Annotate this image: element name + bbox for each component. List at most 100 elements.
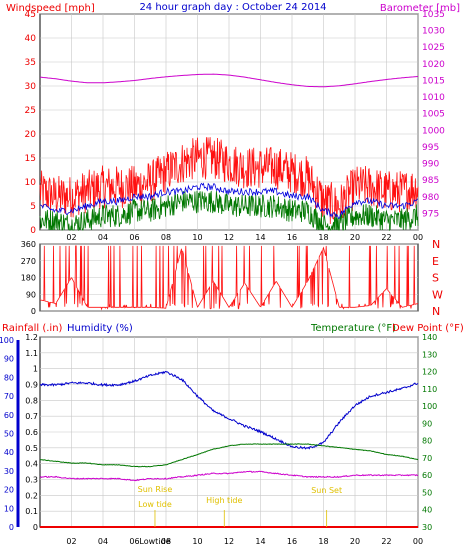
temp-y-tick-label: 110: [422, 385, 437, 394]
direction-compass-label: N: [432, 238, 440, 251]
wind-min-line: [39, 190, 419, 232]
climate-x-tick-label: 02: [66, 537, 76, 546]
wind-y-tick-label: 45: [25, 10, 36, 20]
temp-y-tick-label: 40: [422, 506, 432, 515]
rain-y-tick-label: 0.4: [25, 460, 38, 469]
humidity-y-tick-label: 70: [4, 392, 14, 401]
wind-y-tick-label: 40: [25, 34, 37, 44]
rain-y-tick-label: 0.7: [25, 412, 38, 421]
humidity-y-tick-label: 50: [4, 430, 14, 439]
rain-y-tick-label: 0.8: [25, 396, 38, 405]
barometer-axis-title: Barometer [mb]: [380, 3, 460, 14]
event-label-sun-rise: Sun Rise: [138, 485, 173, 494]
wind-x-tick-label: 22: [381, 233, 391, 242]
direction-y-tick-label: 270: [21, 257, 36, 266]
direction-compass-label: S: [432, 272, 439, 285]
event-label-lowtide-axis: Lowtide: [139, 537, 170, 546]
graph-title: 24 hour graph day : October 24 2014: [139, 2, 326, 13]
wind-y-tick-label: 15: [25, 154, 36, 164]
humidity-y-tick-label: 80: [4, 373, 14, 382]
rain-y-tick-label: 0.3: [25, 476, 38, 485]
climate-x-tick-label: 08: [161, 537, 171, 546]
windspeed-axis-title: Windspeed [mph]: [6, 3, 95, 14]
wind-x-tick-label: 06: [129, 233, 139, 242]
rain-y-tick-label: 1: [33, 365, 38, 374]
wind-x-tick-label: 00: [413, 233, 423, 242]
wind-y-tick-label: 0: [30, 226, 36, 236]
wind-x-tick-label: 20: [350, 233, 360, 242]
temp-y-tick-label: 70: [422, 454, 432, 463]
climate-x-tick-label: 04: [98, 537, 108, 546]
temp-y-tick-label: 120: [422, 368, 437, 377]
climate-x-tick-label: 00: [413, 537, 423, 546]
event-label-low-tide: Low tide: [138, 500, 172, 509]
dew-point-line: [39, 470, 419, 482]
wind-y-tick-label: 30: [25, 82, 37, 92]
baro-y-tick-label: 1015: [422, 76, 445, 86]
temperature-axis-title: Temperature (°F): [310, 323, 396, 334]
baro-y-tick-label: 975: [422, 209, 439, 219]
temperature-line: [39, 443, 419, 468]
rain-y-tick-label: 1.2: [25, 333, 38, 342]
baro-y-tick-label: 990: [422, 160, 439, 170]
climate-x-tick-label: 16: [287, 537, 297, 546]
wind-avg-line: [39, 182, 419, 220]
humidity-y-tick-label: 40: [4, 448, 14, 457]
dewpoint-axis-title: Dew Point (°F): [392, 323, 464, 334]
direction-compass-label: N: [432, 305, 440, 318]
direction-y-tick-label: 360: [21, 240, 36, 249]
climate-x-tick-label: 14: [255, 537, 265, 546]
humidity-y-tick-label: 20: [4, 486, 14, 495]
humidity-y-tick-label: 60: [4, 411, 14, 420]
wind-x-tick-label: 16: [287, 233, 297, 242]
rain-y-tick-label: 0.5: [25, 444, 38, 453]
humidity-y-tick-label: 90: [4, 355, 14, 364]
wind-y-tick-label: 10: [25, 178, 37, 188]
climate-x-tick-label: 12: [224, 537, 234, 546]
wind-direction-line: [39, 245, 419, 311]
baro-y-tick-label: 1010: [422, 93, 445, 103]
temp-y-tick-label: 90: [422, 419, 432, 428]
temp-y-tick-label: 30: [422, 523, 432, 532]
baro-y-tick-label: 995: [422, 143, 439, 153]
baro-y-tick-label: 980: [422, 193, 439, 203]
temp-y-tick-label: 60: [422, 471, 432, 480]
wind-x-tick-label: 08: [161, 233, 171, 242]
barometer-line: [39, 73, 419, 88]
wind-x-tick-label: 10: [192, 233, 202, 242]
climate-x-tick-label: 18: [318, 537, 328, 546]
rain-y-tick-label: 0: [33, 523, 38, 532]
baro-y-tick-label: 1025: [422, 43, 445, 53]
event-label-high-tide: High tide: [206, 496, 242, 505]
temp-y-tick-label: 140: [422, 333, 437, 342]
humidity-y-tick-label: 0: [9, 523, 14, 532]
direction-y-tick-label: 90: [26, 290, 36, 299]
humidity-axis-title: Humidity (%): [67, 323, 133, 334]
temp-y-tick-label: 100: [422, 402, 437, 411]
wind-y-tick-label: 20: [25, 130, 37, 140]
humidity-y-tick-label: 30: [4, 467, 14, 476]
wind-y-tick-label: 25: [25, 106, 36, 116]
baro-y-tick-label: 985: [422, 176, 439, 186]
climate-x-tick-label: 10: [192, 537, 202, 546]
wind-x-tick-label: 04: [98, 233, 108, 242]
rain-y-tick-label: 0.6: [25, 428, 38, 437]
climate-x-tick-label: 22: [381, 537, 391, 546]
wind-gust-line: [39, 137, 419, 225]
temp-y-tick-label: 80: [422, 437, 432, 446]
baro-y-tick-label: 1000: [422, 126, 445, 136]
direction-compass-label: W: [432, 288, 443, 301]
direction-y-tick-label: 0: [31, 307, 36, 316]
direction-compass-label: E: [432, 255, 439, 268]
temp-y-tick-label: 50: [422, 488, 432, 497]
humidity-y-tick-label: 100: [0, 336, 14, 345]
wind-y-tick-label: 5: [30, 202, 36, 212]
rain-y-tick-label: 1.1: [25, 349, 38, 358]
rainfall-axis-title: Rainfall (.in): [2, 323, 63, 334]
rain-y-tick-label: 0.2: [25, 491, 38, 500]
wind-x-tick-label: 18: [318, 233, 328, 242]
humidity-line: [39, 370, 419, 450]
climate-x-tick-label: 20: [350, 537, 360, 546]
